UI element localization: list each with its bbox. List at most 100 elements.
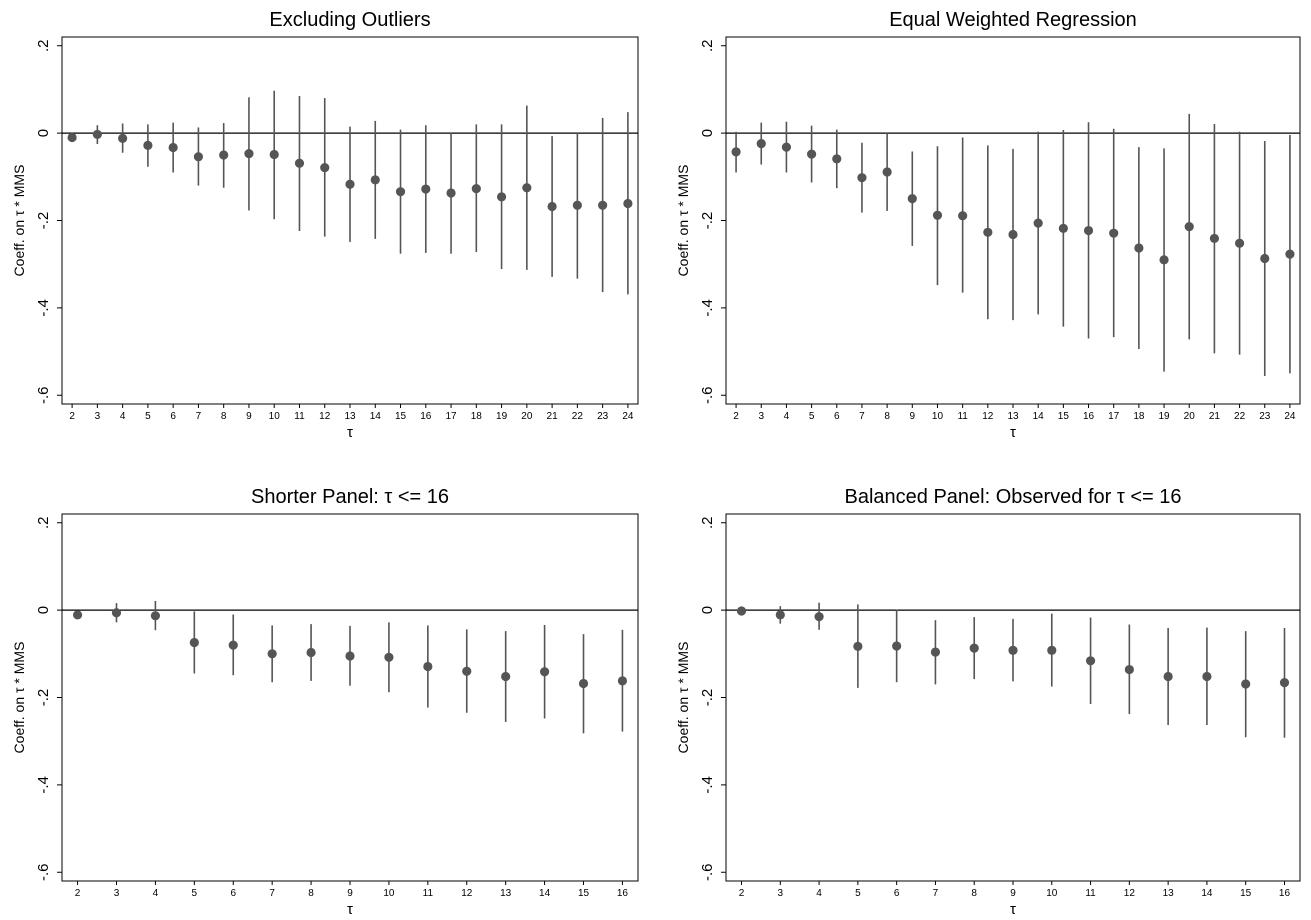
point-estimate [1109,228,1119,238]
x-axis-label: τ [1010,901,1016,918]
x-axis-label: τ [347,901,353,918]
point-estimate [168,142,178,153]
point-estimate [1083,225,1094,236]
point-estimate [983,227,993,237]
x-axis-label: τ [1010,424,1016,441]
x-tick-label: 10 [383,888,395,899]
y-axis-label: Coeff. on τ * MMS [11,642,27,754]
x-tick-label: 12 [982,411,994,422]
point-estimate [853,641,863,651]
y-tick-label: -.6 [699,387,716,405]
x-tick-label: 17 [1108,411,1120,422]
x-tick-label: 9 [347,888,353,899]
x-tick-label: 7 [196,411,202,422]
x-tick-label: 16 [617,888,629,899]
x-tick-label: 14 [370,411,382,422]
x-tick-label: 5 [809,411,815,422]
point-estimate [118,133,128,143]
y-tick-label: 0 [35,606,52,614]
point-estimate [930,647,941,657]
y-axis-label: Coeff. on τ * MMS [675,165,691,277]
x-tick-label: 16 [1279,888,1291,899]
x-tick-label: 8 [308,888,314,899]
y-tick-label: -.2 [699,212,716,230]
x-tick-label: 13 [1163,888,1175,899]
point-estimate [547,201,557,212]
point-estimate [370,175,380,185]
x-tick-label: 14 [1201,888,1213,899]
x-tick-label: 13 [500,888,512,899]
point-estimate [395,187,406,197]
x-tick-label: 4 [816,888,822,899]
point-estimate [193,152,204,162]
x-tick-label: 18 [1133,411,1145,422]
point-estimate [501,671,511,682]
chart-panel-2: Equal Weighted Regression .2 0 -.2 -.4 -.6 Coe… [675,9,1301,441]
x-tick-label: 6 [230,888,236,899]
x-tick-label: 22 [572,411,584,422]
y-tick-label: -.4 [35,776,52,794]
x-tick-label: 23 [1259,411,1271,422]
point-estimate [814,612,824,622]
point-estimate [1159,255,1169,265]
point-estimate [150,611,161,621]
x-tick-label: 15 [1058,411,1070,422]
x-tick-label: 10 [932,411,944,422]
y-tick-label: .2 [699,516,716,529]
point-estimate [1124,664,1134,675]
x-tick-label: 24 [622,411,634,422]
y-tick-label: -.6 [35,864,52,882]
x-tick-label: 15 [1240,888,1252,899]
y-axis-label: Coeff. on τ * MMS [675,642,691,754]
point-estimate [269,149,279,160]
x-tick-label: 9 [246,411,252,422]
point-estimate [1047,645,1057,655]
chart-title: Equal Weighted Regression [889,9,1137,31]
x-tick-label: 13 [1007,411,1019,422]
x-tick-label: 3 [758,411,764,422]
point-estimate [320,163,330,173]
x-tick-label: 2 [733,411,739,422]
point-estimate [244,149,254,159]
point-estimate [345,651,355,661]
x-tick-label: 20 [1184,411,1196,422]
x-tick-label: 11 [423,888,434,899]
y-tick-label: .2 [35,39,52,52]
x-tick-label: 4 [784,411,790,422]
chart-panel-4: Balanced Panel: Observed for τ <= 16 .2 0 -… [675,486,1301,918]
chart-title: Shorter Panel: τ <= 16 [251,486,449,508]
chart-title: Balanced Panel: Observed for τ <= 16 [844,486,1181,508]
point-estimate [781,142,792,152]
x-tick-label: 17 [445,411,457,422]
x-tick-label: 24 [1284,411,1296,422]
point-estimate [907,194,917,204]
point-estimate [882,167,892,177]
x-tick-label: 5 [192,888,198,899]
x-tick-label: 14 [1033,411,1045,422]
x-tick-label: 7 [933,888,939,899]
x-tick-label: 4 [153,888,159,899]
point-estimate [572,200,582,210]
x-tick-label: 14 [539,888,551,899]
x-tick-label: 4 [120,411,126,422]
point-estimate [306,647,316,658]
x-tick-label: 21 [1209,411,1221,422]
x-tick-label: 3 [114,888,120,899]
point-estimate [522,183,532,193]
chart-panel-1: Excluding Outliers .2 0 -.2 -.4 -.6 Coeff. on … [11,9,639,441]
x-tick-label: 11 [1085,888,1096,899]
x-tick-label: 10 [1046,888,1058,899]
x-tick-label: 7 [859,411,865,422]
y-tick-label: 0 [699,129,716,137]
point-estimate [1033,218,1043,228]
point-estimate [731,147,741,157]
point-estimate [219,150,229,160]
point-estimate [1008,229,1018,240]
x-tick-label: 23 [597,411,609,422]
point-estimate [1285,249,1295,259]
x-tick-label: 15 [395,411,407,422]
point-estimate [111,608,122,618]
x-tick-label: 2 [739,888,745,899]
x-tick-label: 2 [75,888,81,899]
y-tick-label: -.6 [699,864,716,882]
